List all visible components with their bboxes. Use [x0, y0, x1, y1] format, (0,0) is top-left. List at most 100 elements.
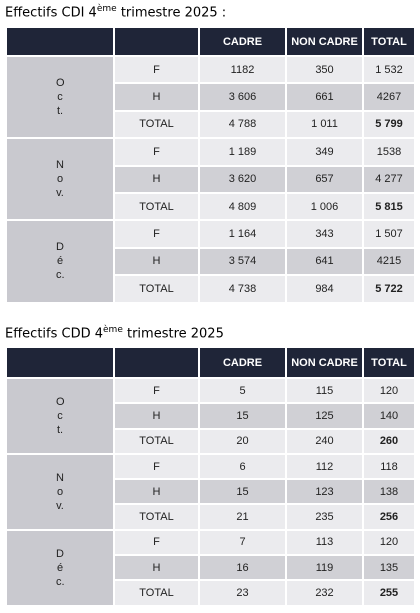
- table-cell: 1538: [362, 137, 416, 167]
- table-cell: 119: [285, 554, 364, 582]
- table-cell: 4215: [362, 246, 416, 277]
- table-cell: 349: [285, 137, 364, 167]
- table-cell: 984: [285, 274, 364, 304]
- table-title: Effectifs CDD 4ème trimestre 2025: [5, 325, 224, 341]
- table-cell: 1 164: [198, 219, 287, 249]
- table-cell: 120: [362, 528, 416, 557]
- table-cell: TOTAL: [113, 579, 200, 607]
- table-cell: 15: [198, 478, 287, 506]
- table-cell: F: [113, 376, 200, 405]
- table-cell: 235: [285, 503, 364, 531]
- table-cell: H: [113, 478, 200, 506]
- table-cell: 4 809: [198, 191, 287, 222]
- table-cell: 5: [198, 376, 287, 405]
- month-cell: Oct.: [5, 54, 115, 140]
- title-text: trimestre 2025 :: [116, 5, 227, 21]
- table-cell: 4 738: [198, 274, 287, 304]
- table-cell: 1182: [198, 54, 287, 85]
- table-cell: 641: [285, 246, 364, 277]
- table-cell: H: [113, 554, 200, 582]
- table-cell: 350: [285, 54, 364, 85]
- table-cell: 255: [362, 579, 416, 607]
- table-row: H 15 125 140: [6, 402, 416, 430]
- month-label: Déc.: [56, 241, 65, 282]
- month-cell: Oct.: [5, 377, 115, 455]
- table-cell: TOTAL: [113, 503, 200, 531]
- table-row: Nov. F 6 112 118: [5, 452, 416, 531]
- table-cell: 4 277: [362, 164, 416, 194]
- table-cell: H: [113, 402, 200, 430]
- table-cell: 240: [285, 427, 364, 455]
- table-cell: 256: [362, 503, 416, 531]
- table-cell: 120: [362, 376, 416, 405]
- header-cell: [5, 26, 115, 57]
- header-row: CADRE NON CADRE TOTAL: [5, 346, 416, 379]
- table-cell: 1 532: [362, 54, 416, 85]
- month-cell: Déc.: [5, 219, 115, 304]
- title-text: Effectifs CDI 4: [5, 5, 97, 21]
- table-row: Oct. F 1182 350 1 532: [5, 54, 416, 140]
- month-label: Nov.: [56, 471, 64, 512]
- title-text: trimestre 2025: [122, 326, 224, 342]
- table-cell: 1 006: [285, 191, 364, 222]
- table-cell: 20: [198, 427, 287, 455]
- table-cell: 661: [285, 82, 364, 112]
- table-cell: 7: [198, 528, 287, 557]
- header-cell: TOTAL: [362, 346, 416, 379]
- table-row: TOTAL 4 809 1 006 5 815: [6, 191, 416, 222]
- table-cell: 4 788: [198, 109, 287, 140]
- table-cell: 4267: [362, 82, 416, 112]
- table-row: TOTAL 4 738 984 5 722: [6, 274, 416, 304]
- table-cell: 112: [285, 452, 364, 481]
- table-row: H 16 119 135: [6, 554, 416, 582]
- table-cell: 125: [285, 402, 364, 430]
- table-cell: 118: [362, 452, 416, 481]
- month-label: Déc.: [56, 547, 65, 588]
- table-row: TOTAL 21 235 256: [6, 503, 416, 531]
- table-row: H 15 123 138: [6, 478, 416, 506]
- table-cell: H: [113, 246, 200, 277]
- title-text: Effectifs CDD 4: [5, 326, 104, 342]
- table-row: Oct. F 5 115 120: [5, 376, 416, 455]
- table-cell: 3 574: [198, 246, 287, 277]
- table-cell: F: [113, 452, 200, 481]
- header-cell: CADRE: [198, 346, 287, 379]
- header-cell: NON CADRE: [285, 346, 364, 379]
- table-row: TOTAL 4 788 1 011 5 799: [6, 109, 416, 140]
- table-cell: 232: [285, 579, 364, 607]
- table-cell: F: [113, 137, 200, 167]
- title-superscript: ème: [103, 325, 123, 335]
- header-cell: CADRE: [198, 26, 287, 57]
- table-cell: 123: [285, 478, 364, 506]
- table-cell: 6: [198, 452, 287, 481]
- table-cell: 15: [198, 402, 287, 430]
- table-cell: F: [113, 219, 200, 249]
- table-cell: 5 815: [362, 191, 416, 222]
- table-cell: 138: [362, 478, 416, 506]
- table-row: Nov. F 1 189 349 1538: [5, 137, 416, 222]
- table-row: Déc. F 1 164 343 1 507: [5, 219, 416, 304]
- data-table: CADRE NON CADRE TOTAL Oct. F 1182 350 1 532 H 3 6…: [5, 26, 416, 304]
- month-cell: Déc.: [5, 528, 115, 607]
- table-cell: 1 011: [285, 109, 364, 140]
- table-cell: 343: [285, 219, 364, 249]
- table-cell: 3 606: [198, 82, 287, 112]
- table-cell: 1 189: [198, 137, 287, 167]
- table-cell: TOTAL: [113, 109, 200, 140]
- month-cell: Nov.: [5, 452, 115, 531]
- table-cell: 657: [285, 164, 364, 194]
- table-cell: 5 722: [362, 274, 416, 304]
- month-label: Nov.: [56, 159, 64, 200]
- table-cell: F: [113, 54, 200, 85]
- table-cell: 21: [198, 503, 287, 531]
- data-table: CADRE NON CADRE TOTAL Oct. F 5 115 120 H 15 125 140…: [5, 346, 416, 607]
- title-superscript: ème: [96, 4, 117, 14]
- table-row: Déc. F 7 113 120: [5, 528, 416, 607]
- month-cell: Nov.: [5, 137, 115, 222]
- table-cell: 1 507: [362, 219, 416, 249]
- table-row: TOTAL 23 232 255: [6, 579, 416, 607]
- table-cell: F: [113, 528, 200, 557]
- header-cell: [113, 346, 200, 379]
